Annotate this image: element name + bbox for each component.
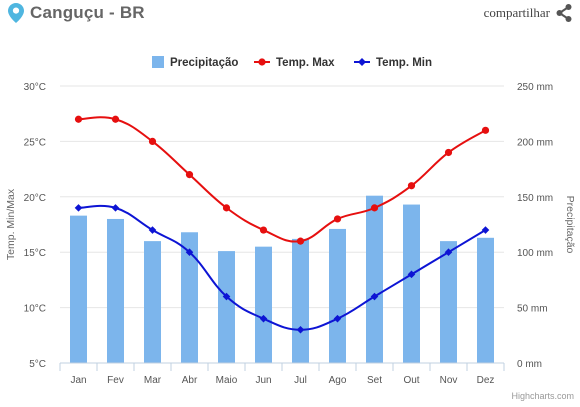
credits-label[interactable]: Highcharts.com xyxy=(511,391,574,401)
right-tick-label: 100 mm xyxy=(517,248,553,259)
temp-max-point[interactable] xyxy=(74,115,83,123)
precipitation-bar[interactable] xyxy=(255,246,272,363)
temp-max-point[interactable] xyxy=(185,171,194,179)
x-tick-label: Out xyxy=(403,375,419,386)
temp-min-point[interactable] xyxy=(481,226,490,234)
temp-min-point[interactable] xyxy=(185,248,194,256)
legend: Precipitação Temp. Max Temp. Min xyxy=(152,56,432,69)
precipitation-bar[interactable] xyxy=(477,237,494,363)
left-tick-label: 15°C xyxy=(24,248,46,259)
temp-min-point[interactable] xyxy=(370,292,379,301)
x-tick-label: Set xyxy=(367,375,382,386)
x-tick-label: Jun xyxy=(255,375,271,386)
temp-min-point[interactable] xyxy=(74,204,83,212)
temperature-lines xyxy=(74,115,490,334)
temp-min-point[interactable] xyxy=(222,292,231,301)
x-tick-label: Maio xyxy=(216,375,238,386)
x-tick-label: Mar xyxy=(144,375,162,386)
right-tick-label: 200 mm xyxy=(517,137,553,148)
title-group: Canguçu - BR xyxy=(8,3,145,23)
precipitation-bar[interactable] xyxy=(107,218,124,363)
share-label[interactable]: compartilhar xyxy=(483,5,550,20)
legend-label[interactable]: Temp. Max xyxy=(276,57,335,69)
precipitation-bar[interactable] xyxy=(144,241,161,363)
precipitation-bar[interactable] xyxy=(70,215,87,363)
precipitation-bar[interactable] xyxy=(403,204,420,363)
precipitation-bar[interactable] xyxy=(440,241,457,363)
right-tick-label: 250 mm xyxy=(517,82,553,93)
temp-max-point[interactable] xyxy=(481,126,490,134)
precipitation-bars xyxy=(70,195,494,363)
temp-max-point[interactable] xyxy=(444,148,453,157)
temp-min-point[interactable] xyxy=(148,226,157,234)
temp-max-point[interactable] xyxy=(111,115,120,123)
x-tick-label: Jan xyxy=(70,375,86,386)
precipitation-bar[interactable] xyxy=(366,195,383,363)
legend-swatch[interactable] xyxy=(152,56,164,68)
legend-item[interactable]: Precipitação xyxy=(152,56,238,69)
left-tick-label: 5°C xyxy=(29,359,46,370)
share-button[interactable]: compartilhar xyxy=(484,4,572,22)
right-axis-title: Precipitação xyxy=(564,196,576,254)
grid-lines xyxy=(60,85,504,364)
temp-max-point[interactable] xyxy=(333,215,342,223)
right-tick-label: 50 mm xyxy=(517,304,548,315)
legend-label[interactable]: Precipitação xyxy=(170,57,238,69)
left-tick-label: 25°C xyxy=(24,137,46,148)
climate-chart: 5°C 10°C 15°C 20°C 25°C 30°C 0 mm 50 mm 100 mm 15… xyxy=(5,56,576,401)
x-tick-label: Dez xyxy=(477,375,495,386)
legend-item[interactable]: Temp. Min xyxy=(354,57,432,69)
precipitation-bar[interactable] xyxy=(218,251,235,363)
x-tick-label: Fev xyxy=(107,375,124,386)
temp-max-point[interactable] xyxy=(407,182,416,190)
temp-max-point[interactable] xyxy=(222,204,231,212)
precipitation-bar[interactable] xyxy=(292,238,309,363)
temp-max-line[interactable] xyxy=(78,116,487,243)
temp-max-point[interactable] xyxy=(370,204,379,212)
x-tick-label: Nov xyxy=(440,375,458,386)
legend-label[interactable]: Temp. Min xyxy=(376,57,432,69)
precipitation-bar[interactable] xyxy=(329,228,346,363)
temp-min-line[interactable] xyxy=(78,204,487,331)
location-pin-icon xyxy=(8,3,24,23)
right-tick-label: 0 mm xyxy=(517,359,542,370)
chart-header: Canguçu - BR compartilhar xyxy=(0,0,580,30)
left-tick-label: 10°C xyxy=(24,304,46,315)
temp-max-point[interactable] xyxy=(148,137,157,145)
legend-marker[interactable] xyxy=(258,58,266,66)
temp-min-point[interactable] xyxy=(296,325,305,334)
temp-min-point[interactable] xyxy=(333,314,342,323)
share-icon[interactable] xyxy=(556,4,572,22)
temp-min-point[interactable] xyxy=(111,204,120,212)
temp-min-point[interactable] xyxy=(444,248,453,256)
left-tick-label: 20°C xyxy=(24,193,46,204)
temp-max-point[interactable] xyxy=(259,226,268,234)
axes: 5°C 10°C 15°C 20°C 25°C 30°C 0 mm 50 mm 100 mm 15… xyxy=(5,82,576,386)
legend-item[interactable]: Temp. Max xyxy=(254,57,335,69)
page-title: Canguçu - BR xyxy=(30,3,145,22)
x-tick-label: Abr xyxy=(182,375,198,386)
temp-min-point[interactable] xyxy=(259,314,268,323)
left-axis-title: Temp. Min/Max xyxy=(5,188,17,260)
temp-max-point[interactable] xyxy=(296,237,305,245)
x-tick-label: Ago xyxy=(329,375,347,386)
temp-min-point[interactable] xyxy=(407,270,416,279)
precipitation-bar[interactable] xyxy=(181,232,198,363)
legend-marker[interactable] xyxy=(358,58,366,66)
left-tick-label: 30°C xyxy=(24,82,46,93)
right-tick-label: 150 mm xyxy=(517,193,553,204)
x-tick-label: Jul xyxy=(294,375,307,386)
